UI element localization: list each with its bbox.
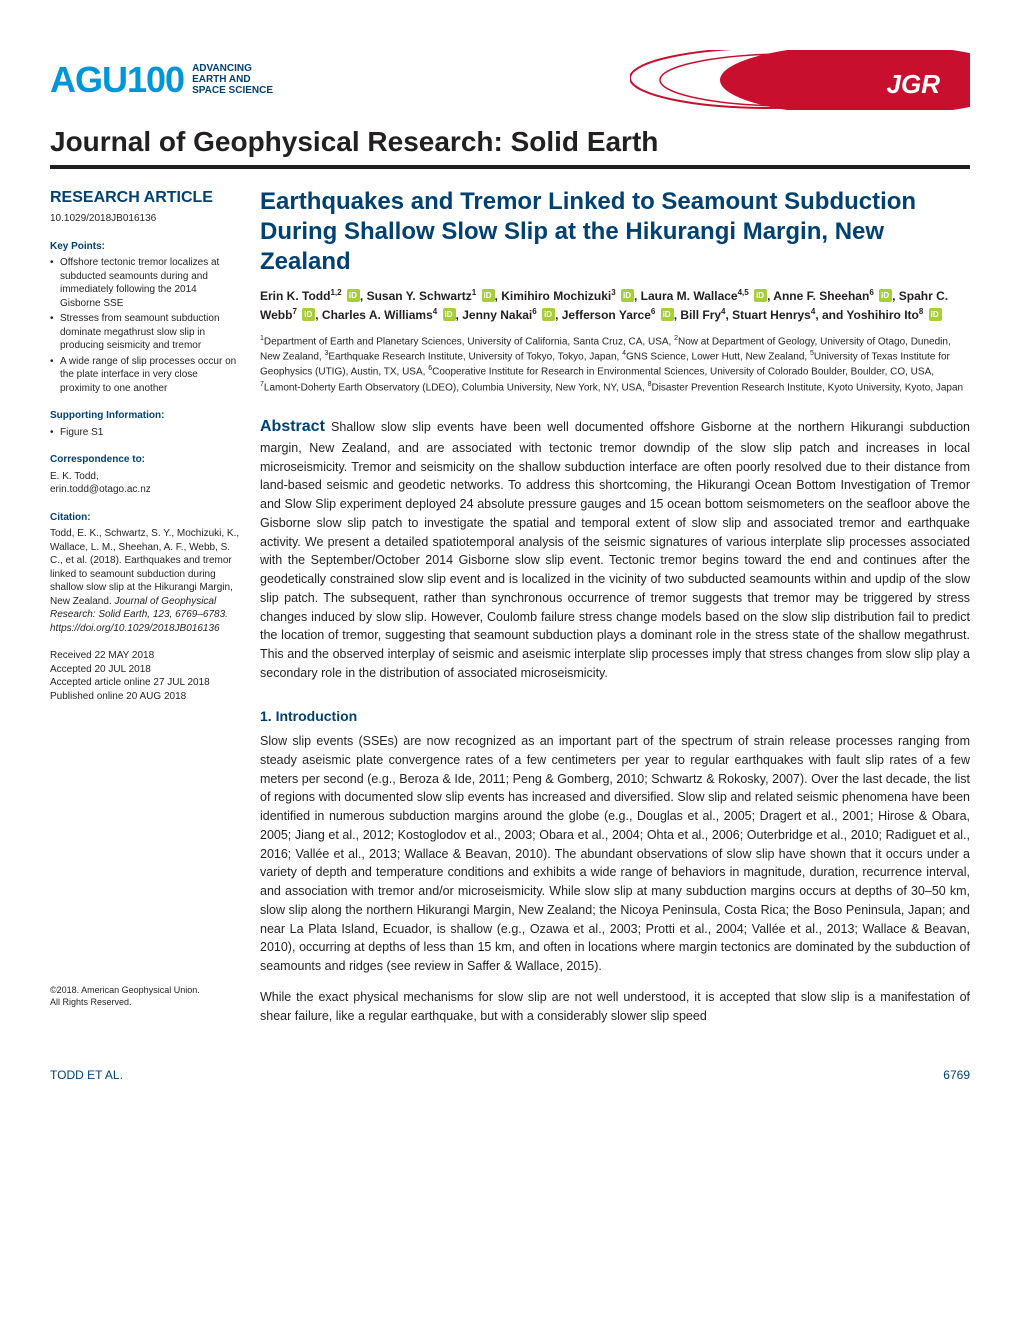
correspondence-block: Correspondence to: E. K. Todd, erin.todd… — [50, 453, 240, 497]
intro-p1: Slow slip events (SSEs) are now recogniz… — [260, 732, 970, 976]
dates-block: Received 22 MAY 2018 Accepted 20 JUL 201… — [50, 649, 240, 703]
correspondence-heading: Correspondence to: — [50, 453, 240, 467]
intro-p2: While the exact physical mechanisms for … — [260, 988, 970, 1026]
supporting-item: Figure S1 — [50, 426, 240, 440]
abstract-text: Shallow slow slip events have been well … — [260, 420, 970, 680]
orcid-icon[interactable] — [879, 289, 892, 302]
main-column: Earthquakes and Tremor Linked to Seamoun… — [260, 187, 970, 1037]
agu-tagline: ADVANCING EARTH AND SPACE SCIENCE — [192, 63, 273, 96]
citation-heading: Citation: — [50, 511, 240, 525]
tagline-l2: EARTH AND — [192, 74, 273, 85]
page-footer: TODD ET AL. 6769 — [50, 1067, 970, 1084]
footer-page: 6769 — [943, 1067, 970, 1084]
affiliations: 1Department of Earth and Planetary Scien… — [260, 334, 970, 395]
orcid-icon[interactable] — [661, 308, 674, 321]
date-received: Received 22 MAY 2018 — [50, 649, 240, 663]
abstract-label: Abstract — [260, 418, 325, 435]
author-list: Erin K. Todd1,2 , Susan Y. Schwartz1 , K… — [260, 287, 970, 325]
article-type: RESEARCH ARTICLE — [50, 187, 240, 209]
citation-block: Citation: Todd, E. K., Schwartz, S. Y., … — [50, 511, 240, 636]
date-accepted: Accepted 20 JUL 2018 — [50, 663, 240, 677]
supporting-block: Supporting Information: Figure S1 — [50, 409, 240, 439]
header-banner: AGU100 ADVANCING EARTH AND SPACE SCIENCE… — [50, 50, 970, 110]
copyright-block: ©2018. American Geophysical Union. All R… — [50, 985, 240, 1008]
agu-logo: AGU100 ADVANCING EARTH AND SPACE SCIENCE — [50, 55, 273, 105]
orcid-icon[interactable] — [302, 308, 315, 321]
copyright-l2: All Rights Reserved. — [50, 997, 240, 1009]
date-published: Published online 20 AUG 2018 — [50, 690, 240, 704]
doi: 10.1029/2018JB016136 — [50, 212, 240, 226]
tagline-l3: SPACE SCIENCE — [192, 85, 273, 96]
correspondence-email: erin.todd@otago.ac.nz — [50, 483, 240, 497]
correspondence-name: E. K. Todd, — [50, 470, 240, 484]
orcid-icon[interactable] — [929, 308, 942, 321]
orcid-icon[interactable] — [482, 289, 495, 302]
sidebar: RESEARCH ARTICLE 10.1029/2018JB016136 Ke… — [50, 187, 240, 1037]
keypoint-item: Stresses from seamount subduction domina… — [50, 312, 240, 353]
journal-title: Journal of Geophysical Research: Solid E… — [50, 122, 970, 169]
orcid-icon[interactable] — [542, 308, 555, 321]
keypoint-item: A wide range of slip processes occur on … — [50, 355, 240, 396]
jgr-text: JGR — [887, 66, 940, 102]
keypoints-heading: Key Points: — [50, 240, 240, 254]
orcid-icon[interactable] — [443, 308, 456, 321]
keypoint-item: Offshore tectonic tremor localizes at su… — [50, 256, 240, 310]
orcid-icon[interactable] — [347, 289, 360, 302]
copyright-l1: ©2018. American Geophysical Union. — [50, 985, 240, 997]
agu-mark: AGU100 — [50, 55, 184, 105]
orcid-icon[interactable] — [621, 289, 634, 302]
date-online: Accepted article online 27 JUL 2018 — [50, 676, 240, 690]
supporting-heading: Supporting Information: — [50, 409, 240, 423]
jgr-badge: JGR — [630, 50, 970, 110]
article-title: Earthquakes and Tremor Linked to Seamoun… — [260, 187, 970, 277]
footer-authors: TODD ET AL. — [50, 1067, 123, 1084]
abstract: Abstract Shallow slow slip events have b… — [260, 415, 970, 683]
section-heading-intro: 1. Introduction — [260, 707, 970, 727]
tagline-l1: ADVANCING — [192, 63, 273, 74]
keypoints-block: Key Points: Offshore tectonic tremor loc… — [50, 240, 240, 396]
orcid-icon[interactable] — [754, 289, 767, 302]
